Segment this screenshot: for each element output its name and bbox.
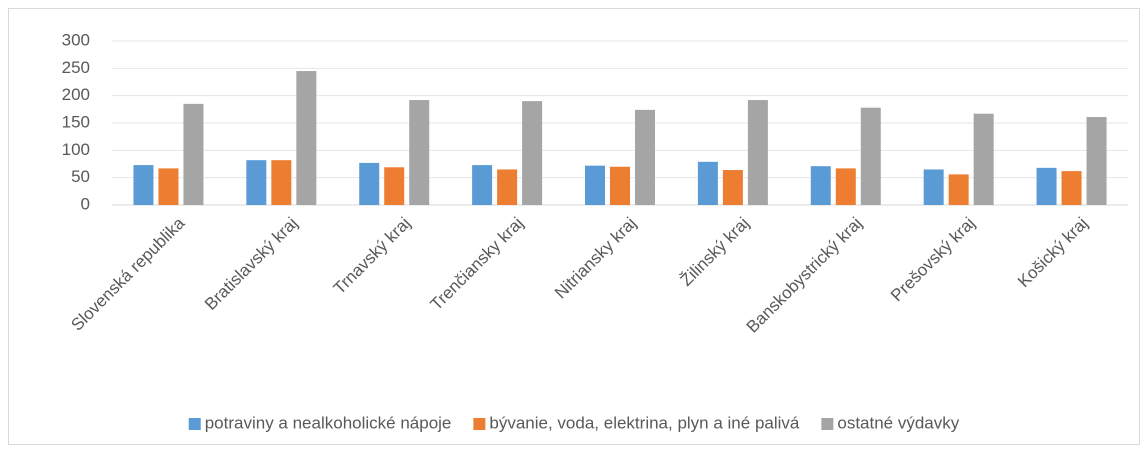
bar — [522, 101, 543, 205]
bar — [610, 166, 630, 205]
bar — [585, 165, 605, 205]
bar — [810, 166, 831, 205]
bar — [472, 165, 493, 205]
bar — [697, 161, 718, 205]
bar — [359, 162, 380, 205]
chart-border — [8, 8, 1140, 445]
y-tick-label: 50 — [71, 167, 90, 186]
bar — [133, 165, 154, 205]
bar — [860, 107, 881, 205]
bar — [183, 103, 204, 205]
bar — [1086, 116, 1107, 205]
bar — [948, 174, 969, 205]
y-tick-label: 150 — [62, 112, 90, 131]
bar — [747, 100, 768, 205]
bar — [973, 113, 994, 205]
bar — [1061, 171, 1082, 205]
bar — [635, 109, 655, 205]
bar — [384, 167, 405, 205]
legend-swatch — [473, 418, 486, 430]
y-tick-label: 200 — [62, 85, 90, 104]
bar — [158, 168, 179, 205]
bar — [409, 100, 430, 205]
bar — [722, 170, 743, 205]
legend-label: ostatné výdavky — [837, 413, 959, 432]
bar — [835, 168, 856, 205]
y-tick-label: 250 — [62, 58, 90, 77]
legend-label: potraviny a nealkoholické nápoje — [205, 413, 452, 432]
bar — [1036, 167, 1057, 205]
y-tick-label: 0 — [81, 194, 90, 213]
bar — [246, 160, 267, 205]
legend-label: bývanie, voda, elektrina, plyn a iné pal… — [489, 413, 800, 432]
legend-swatch — [821, 418, 834, 430]
bar — [296, 71, 317, 205]
legend-swatch — [188, 418, 201, 430]
bar — [271, 160, 292, 205]
bar — [497, 169, 518, 205]
bar — [923, 169, 944, 205]
y-tick-label: 100 — [62, 140, 90, 159]
y-tick-label: 300 — [62, 30, 90, 49]
